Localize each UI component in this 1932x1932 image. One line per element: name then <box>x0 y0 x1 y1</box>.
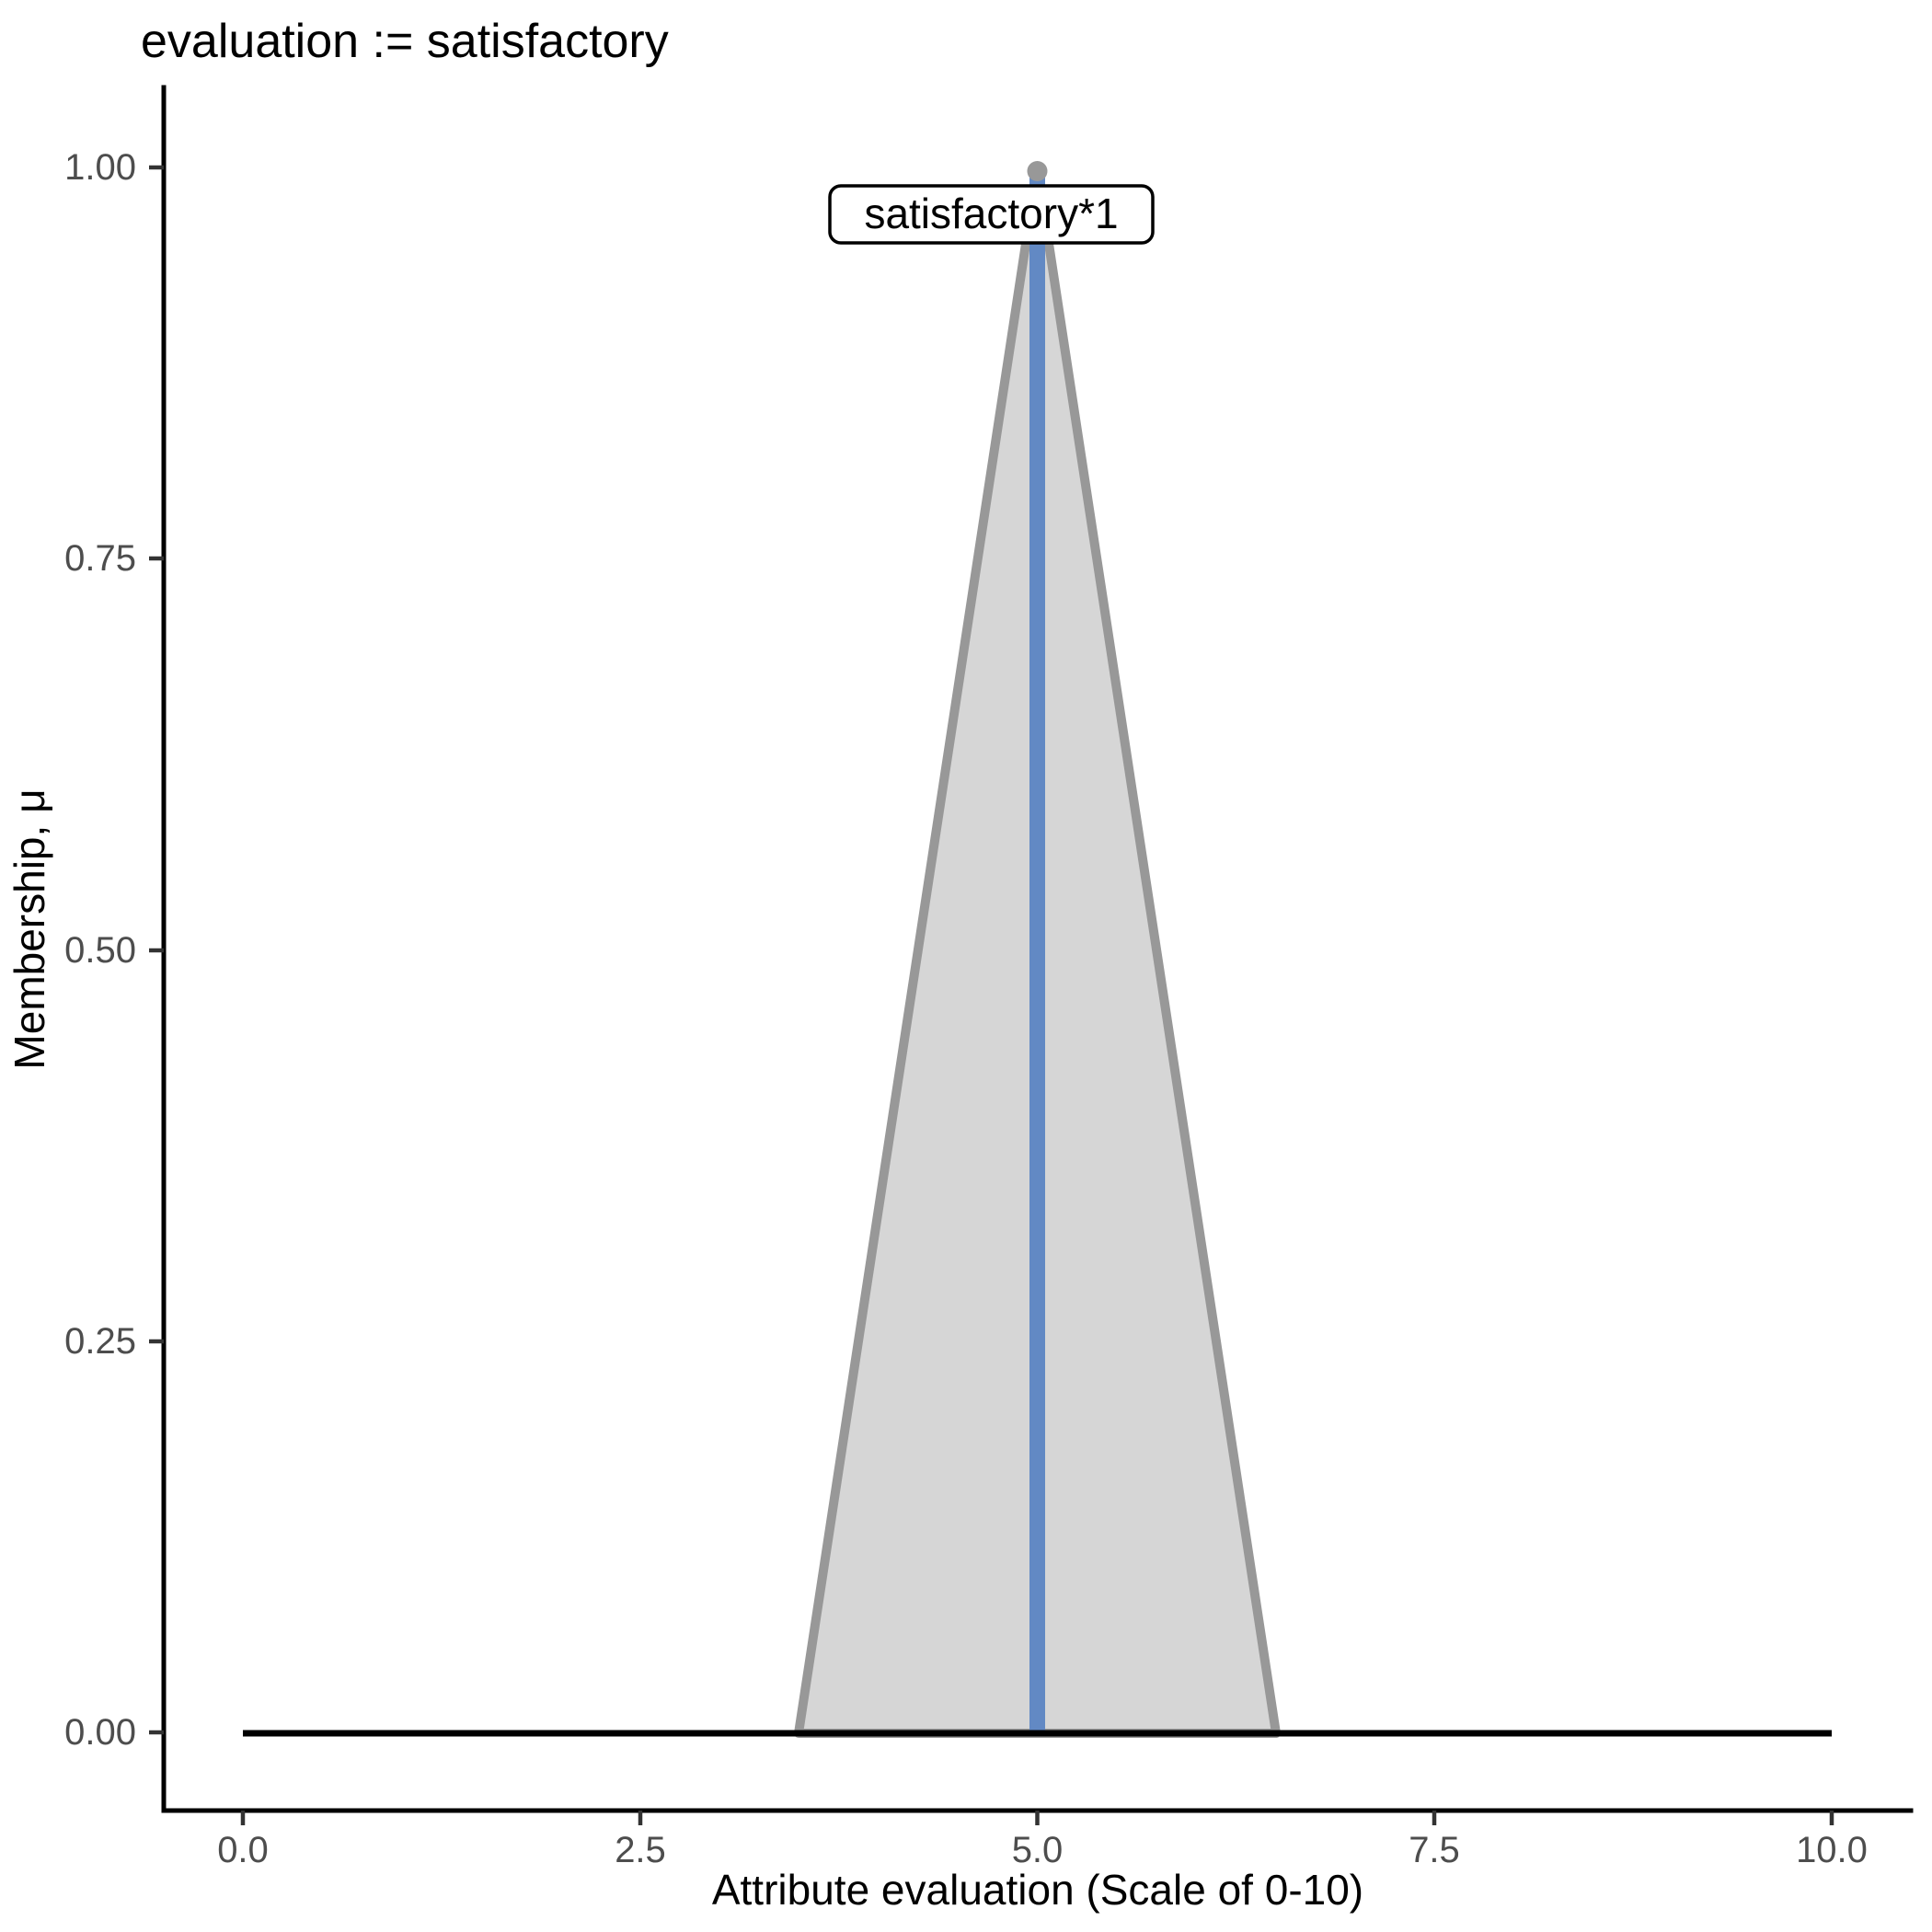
x-tick-label-5.0: 5.0 <box>1012 1830 1064 1870</box>
y-tick-label-1.00: 1.00 <box>64 147 136 188</box>
y-tick-label-0.25: 0.25 <box>64 1321 136 1362</box>
annotation-label: satisfactory*1 <box>864 190 1118 237</box>
x-tick-label-10.0: 10.0 <box>1796 1830 1868 1870</box>
x-tick-label-0.0: 0.0 <box>217 1830 269 1870</box>
x-tick-label-2.5: 2.5 <box>615 1830 666 1870</box>
y-axis-title: Membership, μ <box>6 788 53 1069</box>
y-tick-label-0.75: 0.75 <box>64 538 136 579</box>
plot-title: evaluation := satisfactory <box>141 15 669 68</box>
y-tick-label-0.50: 0.50 <box>64 930 136 971</box>
triangle-apex-marker <box>1027 161 1048 181</box>
x-axis-title: Attribute evaluation (Scale of 0-10) <box>712 1866 1363 1914</box>
x-tick-label-7.5: 7.5 <box>1409 1830 1460 1870</box>
annotation-box <box>828 184 1155 245</box>
y-tick-label-0.00: 0.00 <box>64 1712 136 1753</box>
